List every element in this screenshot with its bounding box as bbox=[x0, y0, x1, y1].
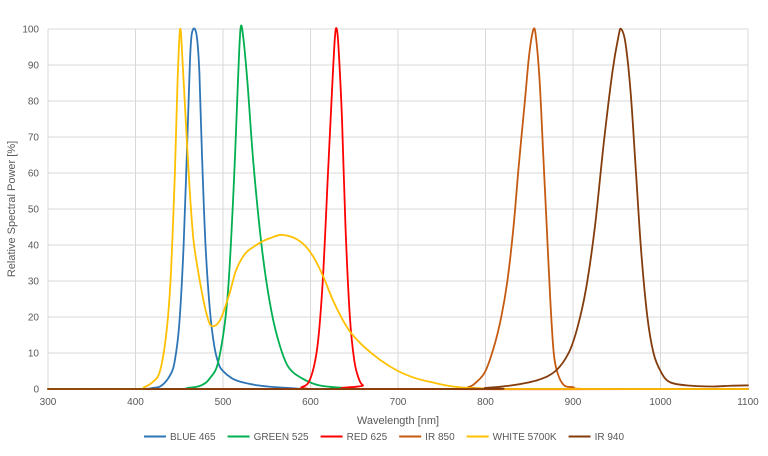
y-tick-label: 70 bbox=[28, 133, 40, 144]
legend: BLUE 465 GREEN 525 RED 625 IR 850 WHITE 5700… bbox=[143, 432, 625, 443]
x-tick-label: 500 bbox=[215, 397, 232, 408]
legend-label: IR 850 bbox=[425, 432, 455, 443]
series-line-white-5700k bbox=[47, 28, 749, 391]
series-line-red-625 bbox=[47, 27, 749, 391]
legend-item-red-625: RED 625 bbox=[320, 432, 388, 443]
legend-label: WHITE 5700K bbox=[493, 432, 557, 443]
y-tick-label: 20 bbox=[28, 313, 40, 324]
legend-item-blue-465: BLUE 465 bbox=[143, 432, 216, 443]
x-tick-label: 1100 bbox=[737, 397, 759, 408]
x-tick-label: 400 bbox=[127, 397, 144, 408]
y-tick-label: 100 bbox=[22, 25, 39, 36]
axis-labels: 0 10 20 30 40 50 60 70 80 90 100 300 400 500 600 700 800… bbox=[22, 25, 759, 409]
legend-label: BLUE 465 bbox=[170, 432, 216, 443]
x-tick-label: 600 bbox=[302, 397, 319, 408]
legend-label: GREEN 525 bbox=[254, 432, 309, 443]
y-tick-label: 80 bbox=[28, 97, 40, 108]
x-axis-title: Wavelength [nm] bbox=[357, 415, 439, 427]
series-lines bbox=[47, 24, 749, 391]
x-tick-label: 300 bbox=[40, 397, 57, 408]
y-tick-label: 50 bbox=[28, 205, 40, 216]
y-axis-title: Relative Spectral Power [%] bbox=[6, 141, 18, 277]
x-tick-label: 800 bbox=[477, 397, 494, 408]
legend-label: IR 940 bbox=[595, 432, 625, 443]
x-tick-label: 900 bbox=[565, 397, 582, 408]
x-tick-label: 1000 bbox=[649, 397, 672, 408]
y-tick-label: 90 bbox=[28, 61, 40, 72]
legend-label: RED 625 bbox=[347, 432, 388, 443]
series-line-blue-465 bbox=[47, 27, 749, 390]
y-tick-label: 60 bbox=[28, 169, 40, 180]
x-tick-label: 700 bbox=[390, 397, 407, 408]
series-line-ir-850 bbox=[47, 27, 749, 391]
legend-item-white-5700k: WHITE 5700K bbox=[466, 432, 557, 443]
y-tick-label: 40 bbox=[28, 241, 40, 252]
y-tick-label: 30 bbox=[28, 277, 40, 288]
grid-lines bbox=[47, 28, 749, 390]
legend-item-ir-940: IR 940 bbox=[568, 432, 625, 443]
legend-item-green-525: GREEN 525 bbox=[227, 432, 309, 443]
legend-item-ir-850: IR 850 bbox=[399, 432, 455, 443]
y-tick-label: 0 bbox=[33, 385, 39, 396]
series-line-ir-940 bbox=[47, 27, 749, 390]
y-tick-label: 10 bbox=[28, 349, 40, 360]
series-line-green-525 bbox=[47, 24, 749, 390]
